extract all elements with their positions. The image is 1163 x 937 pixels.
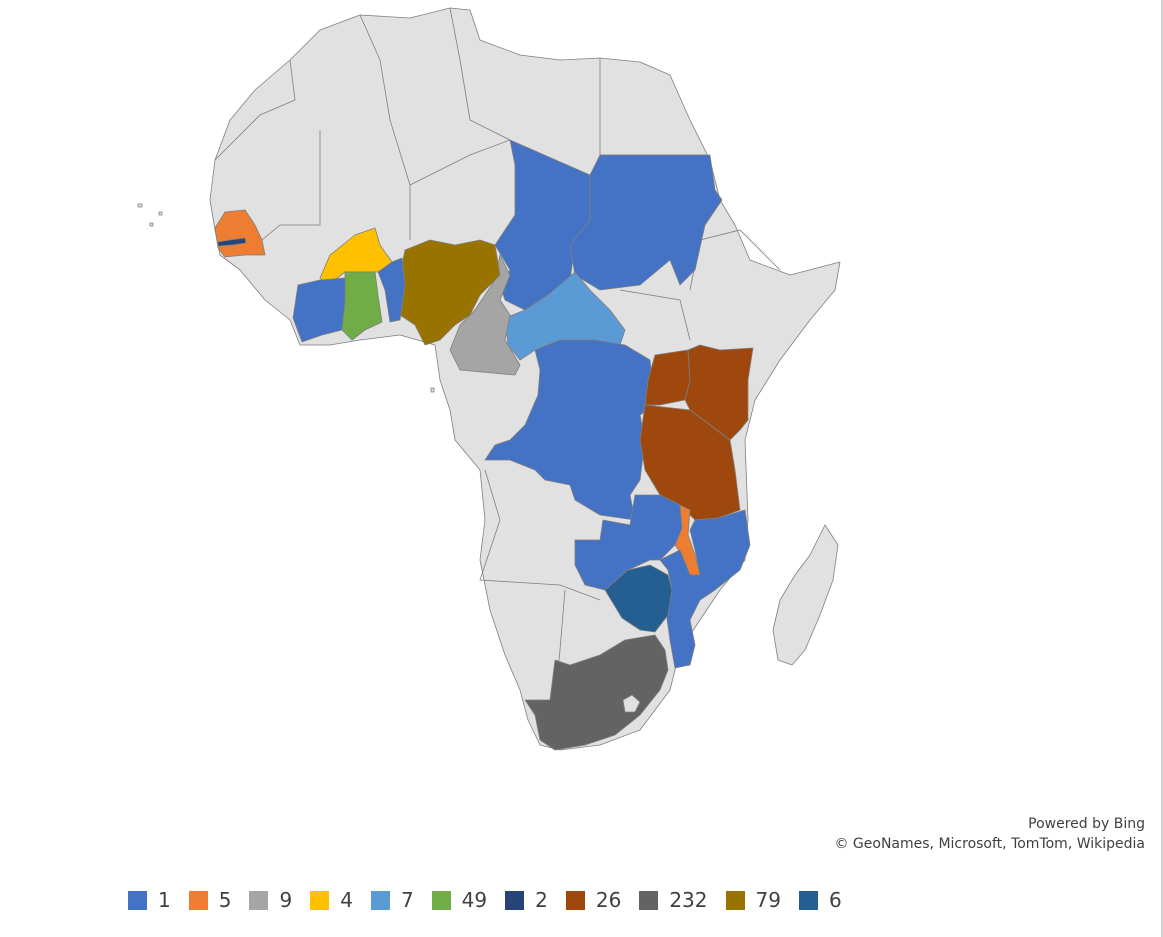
country-cameroon[interactable] [449, 254, 521, 376]
island-cape-verde [137, 203, 143, 208]
legend-swatch [128, 890, 147, 910]
legend-item[interactable]: 26 [565, 888, 622, 912]
legend-swatch [639, 890, 659, 910]
legend-swatch [725, 890, 745, 910]
legend-swatch [370, 890, 390, 910]
legend-label: 1 [158, 888, 171, 912]
country-mozambique[interactable] [659, 509, 751, 669]
country-kenya[interactable] [684, 344, 754, 441]
legend-label: 5 [218, 888, 232, 912]
island-sao-tome [430, 387, 435, 393]
country-gambia[interactable] [217, 237, 247, 247]
legend-item[interactable]: 4 [310, 888, 353, 912]
legend-swatch [431, 890, 451, 910]
legend-swatch [188, 890, 208, 910]
legend-swatch [505, 890, 525, 910]
legend-label: 26 [595, 888, 622, 912]
country-nigeria[interactable] [397, 239, 501, 346]
legend-label: 6 [828, 888, 842, 912]
powered-by-label: Powered by Bing [1028, 816, 1145, 832]
legend-label: 79 [755, 888, 781, 912]
legend-label: 2 [535, 888, 548, 912]
legend-item[interactable]: 1 [128, 888, 171, 912]
country-sudan[interactable] [569, 154, 723, 291]
legend-item[interactable]: 49 [431, 888, 488, 912]
legend-label: 232 [669, 888, 708, 912]
country-benin[interactable] [377, 257, 406, 323]
legend-label: 7 [400, 888, 414, 912]
legend-label: 49 [461, 888, 488, 912]
legend-item[interactable]: 79 [725, 888, 781, 912]
legend-item[interactable]: 2 [505, 888, 548, 912]
legend-label: 4 [340, 888, 353, 912]
legend-item[interactable]: 7 [370, 888, 414, 912]
country-south-africa[interactable] [524, 634, 669, 751]
legend-swatch [310, 890, 330, 910]
legend-item[interactable]: 6 [798, 888, 842, 912]
island-cape-verde-3 [149, 222, 154, 227]
country-dr-congo[interactable] [484, 339, 656, 521]
country-lesotho [622, 694, 641, 713]
map-legend: 1 5 9 4 7 49 2 26 232 79 6 [128, 886, 860, 914]
country-zimbabwe[interactable] [604, 564, 673, 633]
country-cote-divoire[interactable] [292, 277, 346, 343]
madagascar [772, 524, 839, 666]
legend-swatch [565, 890, 585, 910]
legend-label: 9 [279, 888, 293, 912]
legend-swatch [249, 890, 269, 910]
legend-item[interactable]: 9 [249, 888, 292, 912]
map-attribution: Powered by Bing © GeoNames, Microsoft, T… [834, 814, 1145, 854]
copyright-label: © GeoNames, Microsoft, TomTom, Wikipedia [834, 836, 1145, 852]
island-cape-verde-2 [158, 211, 163, 216]
country-central-african-republic[interactable] [504, 271, 626, 361]
legend-item[interactable]: 5 [188, 888, 232, 912]
legend-item[interactable]: 232 [639, 888, 708, 912]
country-burkina-faso[interactable] [319, 227, 393, 286]
legend-swatch [798, 890, 818, 910]
